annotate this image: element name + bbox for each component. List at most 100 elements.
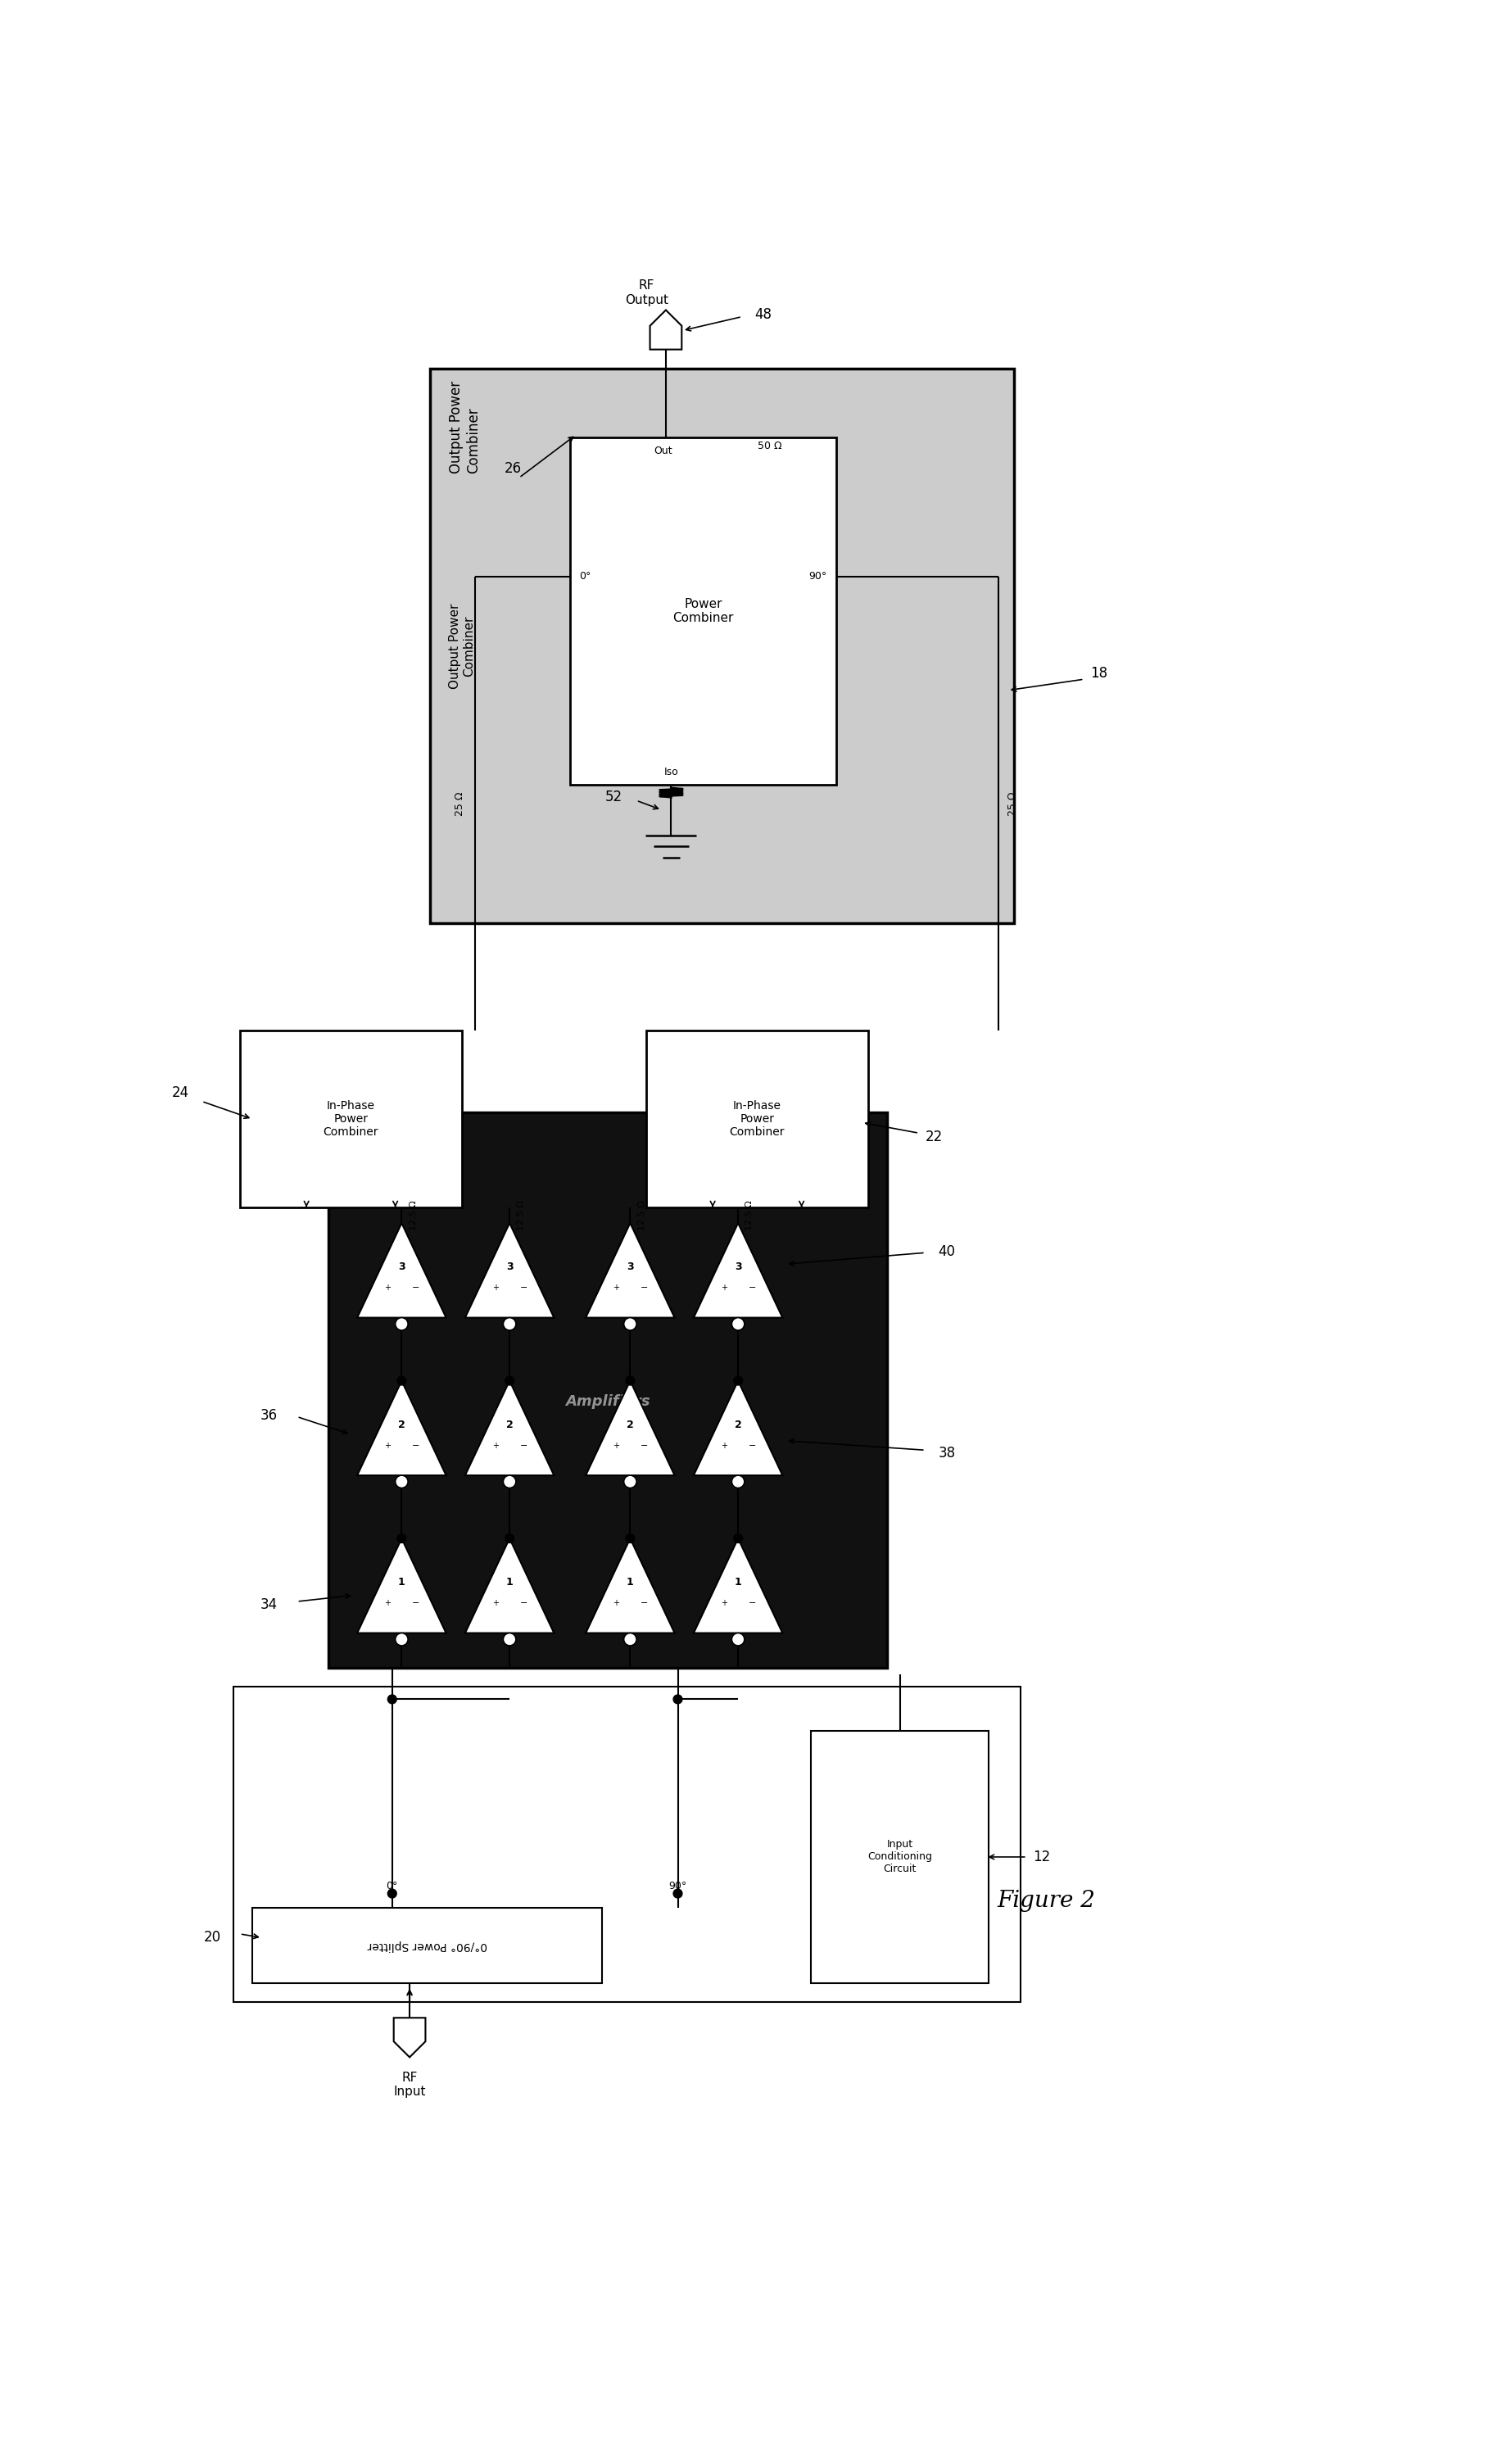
Text: 22: 22 bbox=[925, 1129, 943, 1144]
Bar bbox=[328, 1112, 888, 1667]
Text: −: − bbox=[748, 1284, 756, 1291]
Text: 3: 3 bbox=[626, 1262, 634, 1272]
Text: Figure 2: Figure 2 bbox=[996, 1890, 1095, 1912]
Text: 52: 52 bbox=[605, 791, 623, 805]
Text: 25 Ω: 25 Ω bbox=[455, 791, 466, 815]
Text: −: − bbox=[640, 1441, 649, 1451]
Text: 20: 20 bbox=[204, 1930, 221, 1944]
Text: 2: 2 bbox=[507, 1419, 513, 1431]
Polygon shape bbox=[585, 1223, 674, 1318]
Text: Input
Conditioning
Circuit: Input Conditioning Circuit bbox=[868, 1839, 933, 1876]
Circle shape bbox=[503, 1475, 516, 1488]
Circle shape bbox=[733, 1534, 742, 1542]
Bar bbox=[570, 437, 836, 786]
Text: 3: 3 bbox=[507, 1262, 513, 1272]
Text: 3: 3 bbox=[735, 1262, 741, 1272]
Text: −: − bbox=[748, 1441, 756, 1451]
Text: 0°: 0° bbox=[579, 572, 591, 582]
Polygon shape bbox=[694, 1539, 783, 1633]
Polygon shape bbox=[393, 2018, 425, 2057]
Text: 38: 38 bbox=[937, 1446, 956, 1461]
Text: +: + bbox=[493, 1598, 499, 1608]
Polygon shape bbox=[357, 1380, 446, 1475]
Text: 2: 2 bbox=[735, 1419, 742, 1431]
Polygon shape bbox=[357, 1539, 446, 1633]
Polygon shape bbox=[585, 1380, 674, 1475]
Text: +: + bbox=[612, 1284, 620, 1291]
Text: 26: 26 bbox=[503, 462, 522, 476]
Circle shape bbox=[673, 1694, 682, 1704]
Text: 1: 1 bbox=[507, 1576, 513, 1588]
Text: 24: 24 bbox=[172, 1085, 189, 1100]
Text: 40: 40 bbox=[937, 1245, 956, 1259]
Text: 1: 1 bbox=[626, 1576, 634, 1588]
Circle shape bbox=[732, 1318, 744, 1331]
Text: 12.5 Ω: 12.5 Ω bbox=[517, 1200, 525, 1230]
Text: 36: 36 bbox=[260, 1409, 278, 1424]
Text: Amplifiers: Amplifiers bbox=[565, 1394, 650, 1409]
Text: Output Power
Combiner: Output Power Combiner bbox=[449, 381, 481, 474]
Text: 1: 1 bbox=[735, 1576, 742, 1588]
Text: +: + bbox=[493, 1284, 499, 1291]
Circle shape bbox=[505, 1377, 514, 1385]
Circle shape bbox=[624, 1475, 637, 1488]
Text: 34: 34 bbox=[260, 1598, 278, 1613]
Circle shape bbox=[626, 1534, 635, 1542]
Text: 50 Ω: 50 Ω bbox=[758, 442, 782, 452]
Polygon shape bbox=[466, 1223, 553, 1318]
Text: +: + bbox=[384, 1284, 392, 1291]
Circle shape bbox=[732, 1633, 744, 1645]
Polygon shape bbox=[650, 309, 682, 349]
Polygon shape bbox=[694, 1223, 783, 1318]
Text: −: − bbox=[520, 1441, 528, 1451]
Text: 1: 1 bbox=[398, 1576, 405, 1588]
Text: 18: 18 bbox=[1090, 665, 1108, 680]
Text: 12.5 Ω: 12.5 Ω bbox=[745, 1200, 754, 1230]
Circle shape bbox=[387, 1890, 396, 1898]
Text: 0°: 0° bbox=[386, 1881, 398, 1893]
Text: 12.5 Ω: 12.5 Ω bbox=[410, 1200, 417, 1230]
Bar bbox=[810, 1731, 989, 1984]
Bar bbox=[253, 1908, 602, 1984]
Circle shape bbox=[673, 1890, 682, 1898]
Text: In-Phase
Power
Combiner: In-Phase Power Combiner bbox=[729, 1100, 785, 1139]
Circle shape bbox=[398, 1534, 407, 1542]
Circle shape bbox=[387, 1694, 396, 1704]
Text: +: + bbox=[721, 1284, 727, 1291]
Text: 12: 12 bbox=[1033, 1849, 1051, 1863]
Circle shape bbox=[395, 1475, 408, 1488]
Polygon shape bbox=[694, 1380, 783, 1475]
Text: 90°: 90° bbox=[668, 1881, 686, 1893]
Text: Iso: Iso bbox=[664, 766, 679, 778]
Circle shape bbox=[624, 1318, 637, 1331]
Polygon shape bbox=[585, 1539, 674, 1633]
Circle shape bbox=[398, 1377, 407, 1385]
Circle shape bbox=[733, 1377, 742, 1385]
Text: +: + bbox=[721, 1441, 727, 1451]
Circle shape bbox=[503, 1318, 516, 1331]
Text: −: − bbox=[520, 1598, 528, 1608]
Text: −: − bbox=[411, 1441, 419, 1451]
Text: 3: 3 bbox=[398, 1262, 405, 1272]
Text: 48: 48 bbox=[754, 307, 773, 322]
Circle shape bbox=[395, 1318, 408, 1331]
Polygon shape bbox=[357, 1223, 446, 1318]
Text: +: + bbox=[384, 1598, 392, 1608]
Text: 25 Ω: 25 Ω bbox=[1009, 791, 1019, 815]
Bar bbox=[646, 1031, 868, 1208]
Bar bbox=[431, 368, 1015, 923]
Text: 2: 2 bbox=[398, 1419, 405, 1431]
Text: +: + bbox=[721, 1598, 727, 1608]
Text: −: − bbox=[520, 1284, 528, 1291]
Text: +: + bbox=[493, 1441, 499, 1451]
Text: +: + bbox=[384, 1441, 392, 1451]
Text: Output Power
Combiner: Output Power Combiner bbox=[449, 604, 475, 690]
Text: −: − bbox=[411, 1598, 419, 1608]
Text: −: − bbox=[640, 1598, 649, 1608]
Circle shape bbox=[395, 1633, 408, 1645]
Text: +: + bbox=[612, 1441, 620, 1451]
Polygon shape bbox=[466, 1380, 553, 1475]
Circle shape bbox=[732, 1475, 744, 1488]
Text: Power
Combiner: Power Combiner bbox=[673, 599, 733, 624]
Text: Out: Out bbox=[653, 444, 673, 457]
